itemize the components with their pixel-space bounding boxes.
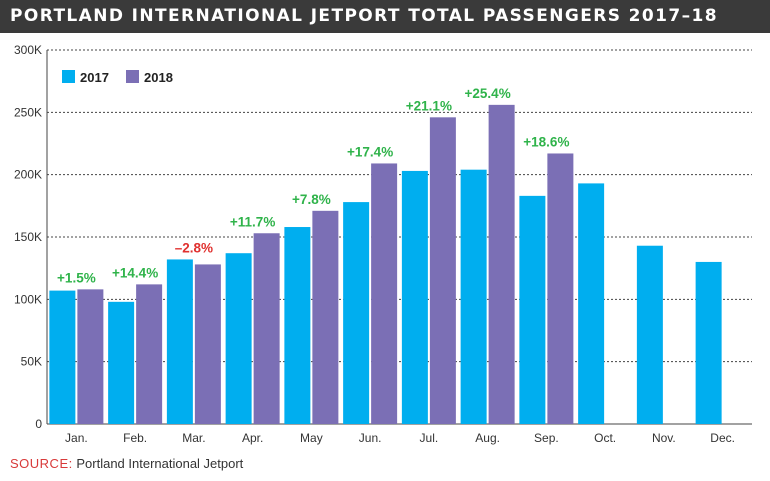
x-tick-label: Jan. [65,431,88,445]
percent-change-label: +25.4% [465,86,511,101]
bar-2017 [284,227,311,424]
legend-swatch-2018 [126,70,139,83]
bar-2017 [225,253,252,424]
percent-change-label: +7.8% [292,192,331,207]
title-bar: PORTLAND INTERNATIONAL JETPORT TOTAL PAS… [0,0,770,33]
percent-change-label: +18.6% [523,134,569,149]
bar-2017 [578,183,605,424]
bar-2018 [429,117,456,424]
bar-2017 [343,202,370,424]
bar-2017 [166,259,193,424]
x-tick-label: Sep. [534,431,559,445]
legend-swatch-2017 [62,70,75,83]
percent-change-label: +21.1% [406,98,452,113]
percent-change-label: –2.8% [175,240,213,255]
bar-2017 [49,290,76,424]
bar-2017 [636,245,663,424]
bar-2017 [401,170,428,424]
bar-2018 [488,104,515,424]
bar-2018 [547,153,574,424]
x-tick-label: Mar. [182,431,205,445]
bar-2018 [136,284,163,424]
bar-2017 [519,195,546,424]
x-tick-label: Oct. [594,431,616,445]
bar-2018 [312,210,339,424]
x-tick-label: Feb. [123,431,147,445]
bar-2017 [695,261,722,424]
bar-2018 [77,289,104,424]
percent-change-label: +11.7% [230,214,275,229]
y-tick-label: 0 [35,417,42,431]
x-tick-label: May [300,431,323,445]
y-tick-label: 150K [14,230,42,244]
percent-change-label: +14.4% [112,265,158,280]
x-tick-label: Jun. [359,431,382,445]
percent-change-label: +17.4% [347,144,393,159]
x-tick-label: Aug. [475,431,500,445]
y-tick-label: 100K [14,292,42,306]
x-tick-label: Nov. [652,431,676,445]
y-tick-label: 300K [14,43,42,57]
y-tick-label: 50K [21,355,42,369]
source-text: Portland International Jetport [76,456,244,471]
y-tick-label: 250K [14,105,42,119]
x-tick-label: Dec. [710,431,735,445]
x-tick-label: Jul. [420,431,439,445]
legend-label-2018: 2018 [144,70,173,85]
y-tick-label: 200K [14,168,42,182]
bar-2017 [108,301,135,424]
percent-change-label: +1.5% [57,270,96,285]
bar-2018 [253,233,280,424]
bar-2018 [371,163,398,425]
legend-label-2017: 2017 [80,70,109,85]
source-line: SOURCE: Portland International Jetport [10,456,243,471]
chart-title: PORTLAND INTERNATIONAL JETPORT TOTAL PAS… [10,6,718,26]
source-label: SOURCE: [10,456,73,471]
x-tick-label: Apr. [242,431,263,445]
bar-2018 [194,264,221,424]
bar-2017 [460,169,487,424]
